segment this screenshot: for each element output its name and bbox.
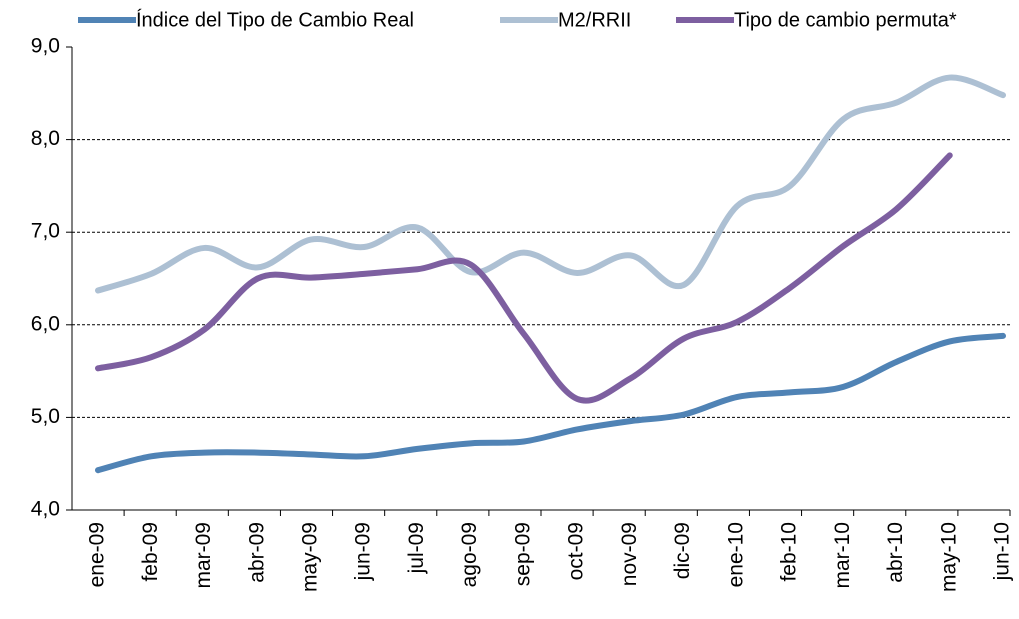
x-tick-label: dic-09 [671,522,694,579]
x-tick-label: may-10 [937,522,960,592]
x-tick-label: feb-10 [778,522,801,582]
x-tick-label: oct-09 [565,522,588,580]
y-tick-label: 6,0 [31,312,60,335]
series-line [95,74,1006,294]
x-tick-label: mar-09 [192,522,215,589]
y-tick-label: 5,0 [31,405,60,428]
y-tick-label: 8,0 [31,127,60,150]
x-tick-label: feb-09 [139,522,162,582]
x-tick-label: ene-10 [724,522,747,587]
y-tick-label: 4,0 [31,498,60,521]
legend-label: Tipo de cambio permuta* [734,9,957,31]
x-tick-label: ene-09 [86,522,109,587]
x-tick-label: jul-09 [405,522,428,574]
series-line [95,152,953,404]
x-tick-label: jun-10 [991,522,1014,581]
legend-label: Índice del Tipo de Cambio Real [136,8,414,31]
x-tick-label: jun-09 [352,522,375,581]
x-tick-label: mar-10 [831,522,854,589]
x-tick-label: sep-09 [511,522,534,586]
y-tick-label: 9,0 [31,35,60,58]
x-tick-label: may-09 [298,522,321,592]
y-tick-label: 7,0 [31,220,60,243]
x-tick-label: abr-10 [884,522,907,583]
legend-label: M2/RRII [558,9,631,31]
series-line [95,332,1006,474]
x-tick-label: ago-09 [458,522,481,587]
x-tick-label: nov-09 [618,522,641,586]
x-tick-label: abr-09 [245,522,268,583]
